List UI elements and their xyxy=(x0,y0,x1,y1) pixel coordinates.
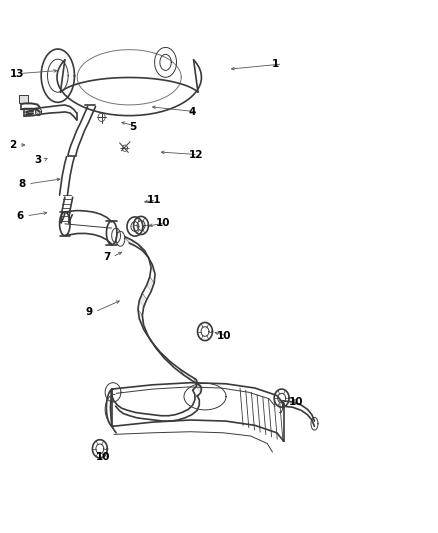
Polygon shape xyxy=(144,329,155,348)
Polygon shape xyxy=(149,259,155,274)
Text: 3: 3 xyxy=(34,155,42,165)
Polygon shape xyxy=(139,293,147,307)
Text: 2: 2 xyxy=(9,140,16,150)
Text: 10: 10 xyxy=(155,218,170,228)
Text: 1: 1 xyxy=(272,59,279,69)
Polygon shape xyxy=(138,244,148,257)
Polygon shape xyxy=(160,352,174,368)
Polygon shape xyxy=(180,369,192,381)
FancyBboxPatch shape xyxy=(19,95,28,103)
Polygon shape xyxy=(196,383,201,393)
Text: 5: 5 xyxy=(129,122,137,132)
Polygon shape xyxy=(147,277,154,292)
Text: 9: 9 xyxy=(85,307,92,317)
Polygon shape xyxy=(125,237,136,246)
Polygon shape xyxy=(193,377,201,386)
Text: 6: 6 xyxy=(17,211,24,221)
Text: 10: 10 xyxy=(95,453,110,462)
Text: 13: 13 xyxy=(10,69,24,78)
Text: 7: 7 xyxy=(103,252,110,262)
Text: 8: 8 xyxy=(18,179,26,189)
Text: 12: 12 xyxy=(188,150,203,159)
Text: 10: 10 xyxy=(289,398,304,407)
Text: 11: 11 xyxy=(147,195,161,205)
Polygon shape xyxy=(138,309,144,325)
Text: 4: 4 xyxy=(188,107,196,117)
Text: 10: 10 xyxy=(217,331,231,341)
